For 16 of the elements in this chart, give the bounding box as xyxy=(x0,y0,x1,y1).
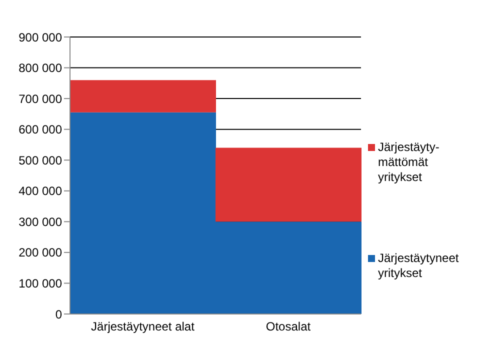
x-tick-label: Järjestäytyneet alat xyxy=(91,320,196,334)
bar xyxy=(216,148,362,222)
y-tick-label: 800 000 xyxy=(18,61,62,76)
bar xyxy=(70,80,216,112)
y-tick-label: 100 000 xyxy=(18,276,62,290)
y-tick-label: 400 000 xyxy=(18,184,62,198)
legend-label: Järjestäytyneet yritykset xyxy=(378,251,460,281)
y-tick-label: 500 000 xyxy=(18,153,62,168)
y-tick-label: 900 000 xyxy=(18,30,62,44)
y-tick-label: 0 xyxy=(55,307,62,322)
x-tick-label: Otosalat xyxy=(266,320,312,334)
y-tick-label: 200 000 xyxy=(18,246,62,260)
legend-label: Järjestäyty-mättömät yritykset xyxy=(378,140,440,185)
y-tick-label: 300 000 xyxy=(18,214,62,229)
y-tick-label: 700 000 xyxy=(18,92,62,106)
y-tick-label: 600 000 xyxy=(18,122,62,137)
